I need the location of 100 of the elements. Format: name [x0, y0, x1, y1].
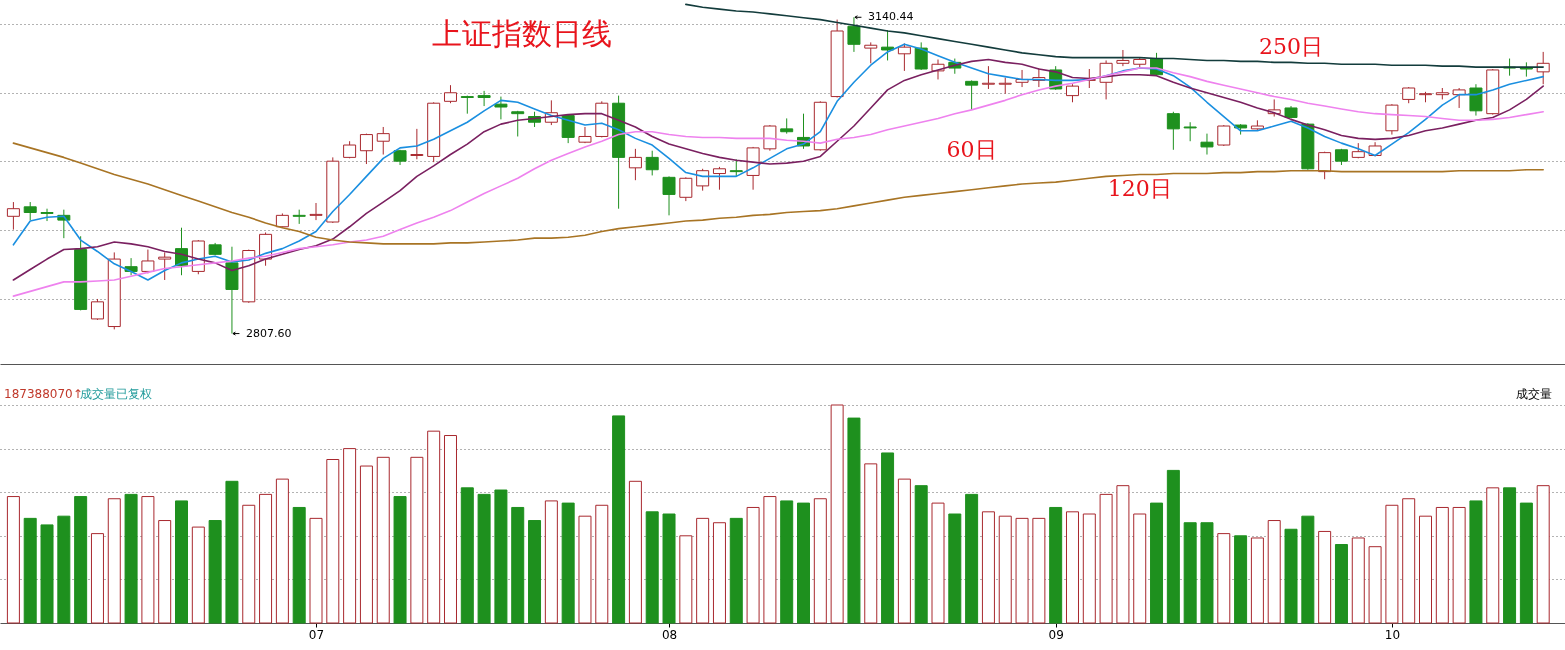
candlestick: [1200, 133, 1214, 156]
bar: [6, 496, 20, 624]
candlestick: [511, 110, 525, 137]
bar: [1032, 517, 1046, 624]
candlestick: [1116, 49, 1130, 67]
bar: [225, 480, 239, 624]
candlestick: [359, 133, 373, 165]
candlestick: [90, 298, 104, 321]
candlestick: [1166, 111, 1180, 151]
bar: [292, 506, 306, 624]
candlestick: [1183, 121, 1197, 142]
bar: [696, 517, 710, 624]
bar: [1419, 515, 1433, 624]
bar: [948, 513, 962, 624]
bar: [1284, 528, 1298, 624]
bar: [1099, 493, 1113, 624]
bar: [494, 489, 508, 624]
candlestick: [965, 79, 979, 111]
bar: [1452, 506, 1466, 624]
bar: [1334, 544, 1348, 624]
bar: [612, 415, 626, 624]
bar: [124, 493, 138, 624]
bar: [1503, 487, 1517, 624]
candlestick: [881, 29, 895, 61]
bar: [1150, 502, 1164, 624]
bar: [931, 502, 945, 624]
bar: [1301, 515, 1315, 624]
bar: [511, 506, 525, 624]
bar: [1250, 537, 1264, 624]
bar: [1267, 520, 1281, 624]
bar: [763, 496, 777, 624]
candlestick: [309, 202, 323, 221]
bar: [1486, 487, 1500, 624]
candlestick: [1318, 151, 1332, 180]
candlestick: [1217, 124, 1231, 147]
candlestick: [914, 41, 928, 71]
annotation: 2807.60: [245, 326, 292, 340]
bar: [645, 511, 659, 624]
bar: [1435, 506, 1449, 624]
bar: [57, 515, 71, 624]
bar: [376, 456, 390, 624]
candlestick: [443, 84, 457, 104]
bar: [813, 498, 827, 624]
x-tick-label: 08: [661, 627, 678, 642]
bar: [797, 502, 811, 624]
bar: [1318, 530, 1332, 624]
bar: [881, 452, 895, 624]
x-tick-label: 10: [1384, 627, 1401, 642]
candlestick: [981, 65, 995, 90]
bar: [309, 517, 323, 624]
candlestick: [376, 126, 390, 156]
candlestick: [23, 201, 37, 221]
bar: [679, 535, 693, 624]
bar: [1536, 485, 1550, 624]
bar: [427, 430, 441, 624]
bar: [410, 456, 424, 624]
bar: [1082, 513, 1096, 624]
bar: [40, 524, 54, 624]
bar: [528, 520, 542, 624]
candlestick: [1536, 51, 1550, 85]
bar: [830, 404, 844, 624]
bar: [208, 520, 222, 624]
series-label: 60日: [946, 136, 997, 162]
bar: [965, 493, 979, 624]
bar: [897, 478, 911, 624]
annotation: 3140.44: [867, 10, 914, 24]
bar: [1234, 535, 1248, 624]
bar: [595, 504, 609, 624]
bar: [90, 533, 104, 624]
bar: [477, 493, 491, 624]
bar: [1200, 522, 1214, 624]
candlestick: [494, 96, 508, 120]
bar: [443, 435, 457, 624]
candlestick: [763, 124, 777, 152]
bar: [175, 500, 189, 624]
bar: [561, 502, 575, 624]
candlestick: [645, 150, 659, 176]
bar: [141, 496, 155, 624]
series-label: 250日: [1259, 34, 1324, 60]
x-tick-label: 09: [1048, 627, 1064, 642]
bar: [662, 513, 676, 624]
candlestick: [1452, 87, 1466, 109]
bar: [1469, 500, 1483, 624]
candlestick: [1065, 83, 1079, 103]
bar: [259, 493, 273, 624]
candlestick: [712, 166, 726, 191]
bar: [981, 511, 995, 624]
bar: [1065, 511, 1079, 624]
candlestick: [662, 175, 676, 216]
bar: [191, 526, 205, 624]
bar: [1116, 485, 1130, 624]
bar: [460, 487, 474, 624]
bar: [712, 522, 726, 624]
bar: [23, 517, 37, 624]
bar: [998, 515, 1012, 624]
candlestick: [410, 128, 424, 160]
candlestick: [40, 208, 54, 222]
bar: [1385, 504, 1399, 624]
bar: [393, 496, 407, 624]
bar: [1217, 533, 1231, 624]
